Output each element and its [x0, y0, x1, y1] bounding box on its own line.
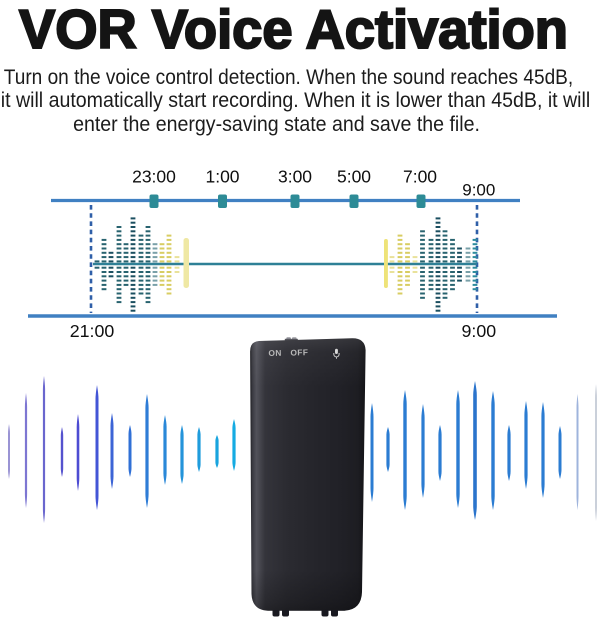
svg-text:9:00: 9:00: [461, 321, 496, 341]
svg-text:enter the energy-saving state: enter the energy-saving state and save t…: [73, 112, 480, 136]
svg-text:3:00: 3:00: [278, 167, 312, 187]
svg-text:OFF: OFF: [290, 347, 308, 357]
svg-text:21:00: 21:00: [70, 321, 115, 341]
svg-text:VOR Voice Activation: VOR Voice Activation: [19, 0, 568, 60]
svg-text:1:00: 1:00: [205, 167, 239, 187]
svg-text:23:00: 23:00: [132, 167, 176, 187]
svg-text:ON: ON: [268, 348, 282, 358]
svg-text:7:00: 7:00: [403, 167, 437, 187]
svg-text:Turn on the voice control dete: Turn on the voice control detection. Whe…: [4, 66, 573, 89]
svg-text:it will automatically start re: it will automatically start recording. W…: [1, 88, 590, 112]
svg-text:5:00: 5:00: [337, 167, 371, 187]
svg-text:9:00: 9:00: [462, 181, 495, 200]
